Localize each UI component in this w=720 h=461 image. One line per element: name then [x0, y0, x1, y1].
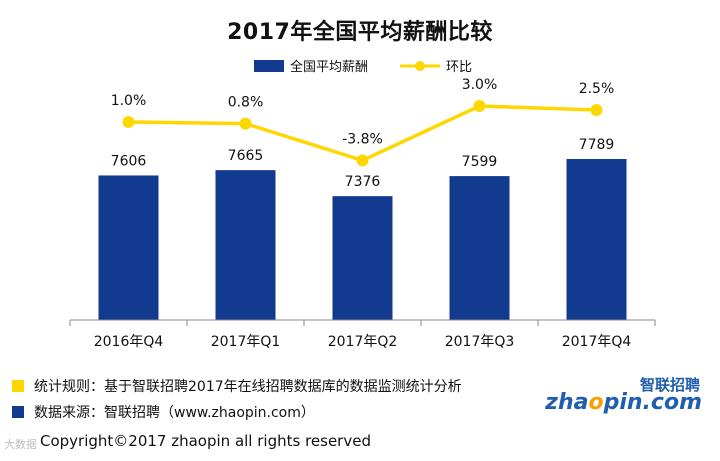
ratio-label-4: 2.5%: [579, 81, 615, 97]
ratio-point-2: [356, 154, 369, 167]
legend-line-marker: [415, 61, 425, 71]
x-tick-label-2: 2017年Q2: [328, 334, 398, 350]
note-rule-marker: [12, 380, 24, 392]
bar-label-0: 7606: [111, 153, 147, 169]
ratio-point-4: [590, 104, 603, 116]
note-rule-text: 统计规则：基于智联招聘2017年在线招聘数据库的数据监测统计分析: [34, 379, 462, 395]
ratio-label-0: 1.0%: [111, 93, 147, 109]
note-source: 数据来源：智联招聘（www.zhaopin.com）: [12, 402, 315, 422]
bar-label-4: 7789: [579, 137, 615, 153]
ratio-label-2: -3.8%: [342, 131, 383, 147]
zhaopin-logo: 智联招聘 zhaopin.com: [545, 374, 712, 418]
bar-4: [566, 158, 627, 320]
ratio-point-0: [122, 116, 135, 128]
bar-label-2: 7376: [345, 174, 381, 190]
note-rule: 统计规则：基于智联招聘2017年在线招聘数据库的数据监测统计分析: [12, 376, 462, 396]
watermark: 大数据: [4, 438, 37, 451]
legend-bar-swatch: [254, 60, 284, 72]
legend-bar-label: 全国平均薪酬: [290, 59, 368, 75]
chart-title: 2017年全国平均薪酬比较: [227, 20, 493, 45]
x-tick-label-1: 2017年Q1: [211, 334, 281, 350]
bar-0: [98, 175, 159, 320]
ratio-point-1: [239, 117, 252, 130]
x-tick-label-0: 2016年Q4: [94, 334, 164, 350]
note-source-marker: [12, 406, 24, 418]
bar-label-1: 7665: [228, 148, 264, 164]
x-tick-label-4: 2017年Q4: [562, 334, 632, 350]
bar-1: [215, 170, 276, 320]
bar-label-3: 7599: [462, 154, 498, 170]
logo-cn-text: 智联招聘: [639, 376, 700, 394]
ratio-point-3: [473, 100, 486, 112]
legend-line-label: 环比: [446, 60, 472, 75]
copyright-text: Copyright©2017 zhaopin all rights reserv…: [40, 432, 371, 450]
bar-2: [332, 196, 393, 320]
x-tick-label-3: 2017年Q3: [445, 334, 515, 350]
ratio-label-1: 0.8%: [228, 95, 264, 111]
ratio-label-3: 3.0%: [462, 77, 498, 93]
bar-3: [449, 176, 510, 320]
note-source-text: 数据来源：智联招聘（www.zhaopin.com）: [34, 405, 315, 421]
logo-en-text: zhaopin.com: [545, 390, 702, 415]
